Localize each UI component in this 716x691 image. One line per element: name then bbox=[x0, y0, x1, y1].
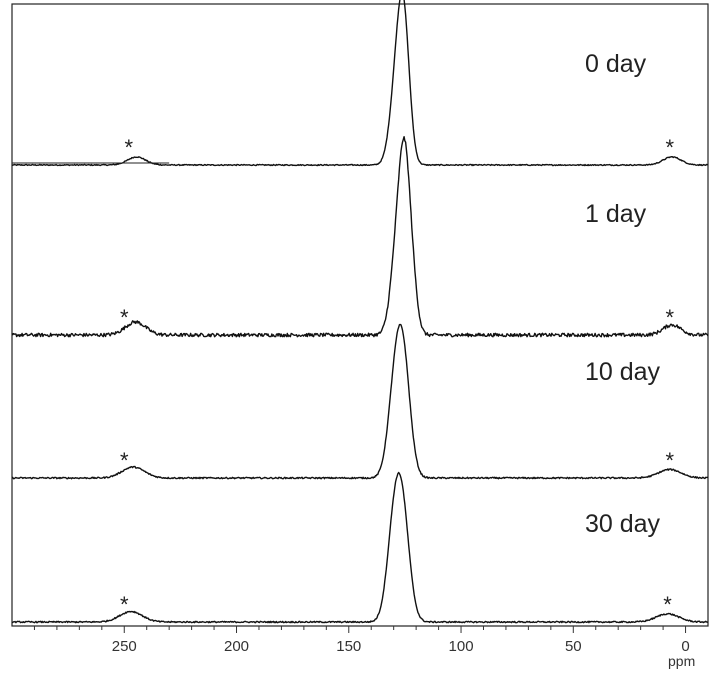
plot-frame bbox=[11, 3, 709, 627]
series-label: 30 day bbox=[585, 510, 661, 538]
series-label: 0 day bbox=[585, 50, 647, 78]
x-tick-label: 150 bbox=[336, 638, 361, 655]
spectrum-line bbox=[11, 0, 709, 167]
series-10-day: * * 10 day bbox=[11, 323, 709, 480]
x-tick-label: 50 bbox=[565, 638, 582, 655]
series-30-day: * * 30 day bbox=[11, 471, 709, 624]
x-tick-label: 0 bbox=[681, 638, 689, 655]
sideband-marker: * bbox=[666, 305, 675, 330]
spectrum-line bbox=[11, 471, 709, 624]
sideband-marker: * bbox=[666, 135, 675, 160]
series-0-day: * * 0 day bbox=[11, 0, 709, 167]
x-tick-label: 200 bbox=[224, 638, 249, 655]
x-axis-unit-label: ppm bbox=[668, 653, 695, 669]
sideband-marker: * bbox=[120, 592, 129, 617]
sideband-marker: * bbox=[663, 592, 672, 617]
series-1-day: * * 1 day bbox=[11, 135, 709, 338]
series-label: 10 day bbox=[585, 358, 661, 386]
x-tick-label: 100 bbox=[449, 638, 474, 655]
sideband-marker: * bbox=[666, 448, 675, 473]
series-label: 1 day bbox=[585, 200, 647, 228]
sideband-marker: * bbox=[120, 305, 129, 330]
x-tick-label: 250 bbox=[112, 638, 137, 655]
sideband-marker: * bbox=[120, 448, 129, 473]
spectrum-line bbox=[11, 323, 709, 480]
spectrum-line bbox=[11, 135, 709, 338]
sideband-marker: * bbox=[124, 135, 133, 160]
